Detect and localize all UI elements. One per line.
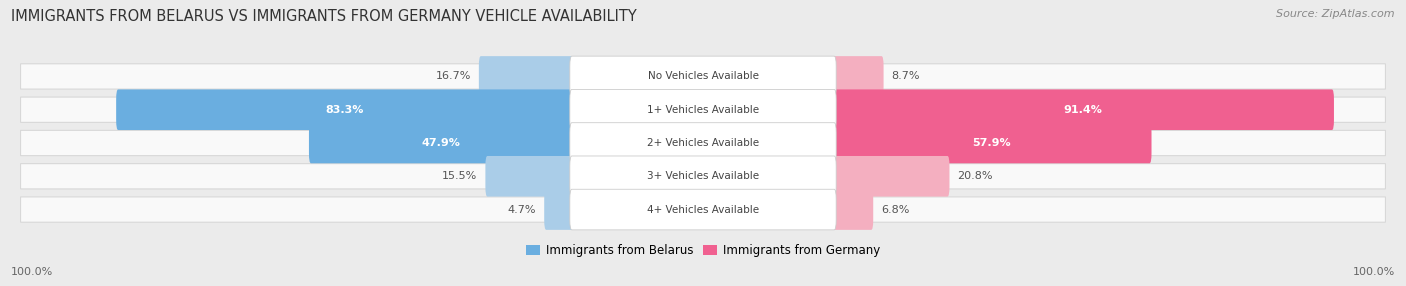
Text: 100.0%: 100.0% bbox=[1353, 267, 1395, 277]
FancyBboxPatch shape bbox=[569, 56, 837, 97]
Text: 4+ Vehicles Available: 4+ Vehicles Available bbox=[647, 204, 759, 214]
FancyBboxPatch shape bbox=[21, 64, 1385, 89]
Text: 100.0%: 100.0% bbox=[11, 267, 53, 277]
Text: 3+ Vehicles Available: 3+ Vehicles Available bbox=[647, 171, 759, 181]
Text: 57.9%: 57.9% bbox=[973, 138, 1011, 148]
FancyBboxPatch shape bbox=[21, 130, 1385, 156]
Text: 15.5%: 15.5% bbox=[443, 171, 478, 181]
Text: IMMIGRANTS FROM BELARUS VS IMMIGRANTS FROM GERMANY VEHICLE AVAILABILITY: IMMIGRANTS FROM BELARUS VS IMMIGRANTS FR… bbox=[11, 9, 637, 23]
FancyBboxPatch shape bbox=[569, 123, 837, 163]
Text: 1+ Vehicles Available: 1+ Vehicles Available bbox=[647, 105, 759, 115]
FancyBboxPatch shape bbox=[832, 156, 949, 196]
FancyBboxPatch shape bbox=[21, 164, 1385, 189]
FancyBboxPatch shape bbox=[569, 90, 837, 130]
FancyBboxPatch shape bbox=[485, 156, 574, 196]
FancyBboxPatch shape bbox=[832, 90, 1334, 130]
FancyBboxPatch shape bbox=[21, 197, 1385, 222]
FancyBboxPatch shape bbox=[21, 97, 1385, 122]
FancyBboxPatch shape bbox=[309, 123, 574, 163]
Text: 47.9%: 47.9% bbox=[422, 138, 461, 148]
Text: 91.4%: 91.4% bbox=[1064, 105, 1102, 115]
FancyBboxPatch shape bbox=[832, 123, 1152, 163]
FancyBboxPatch shape bbox=[544, 189, 574, 230]
Text: 16.7%: 16.7% bbox=[436, 72, 471, 82]
Text: 2+ Vehicles Available: 2+ Vehicles Available bbox=[647, 138, 759, 148]
FancyBboxPatch shape bbox=[569, 156, 837, 196]
Text: 8.7%: 8.7% bbox=[891, 72, 920, 82]
FancyBboxPatch shape bbox=[117, 90, 574, 130]
Text: No Vehicles Available: No Vehicles Available bbox=[648, 72, 758, 82]
FancyBboxPatch shape bbox=[832, 189, 873, 230]
Text: Source: ZipAtlas.com: Source: ZipAtlas.com bbox=[1277, 9, 1395, 19]
Text: 6.8%: 6.8% bbox=[882, 204, 910, 214]
FancyBboxPatch shape bbox=[569, 189, 837, 230]
Legend: Immigrants from Belarus, Immigrants from Germany: Immigrants from Belarus, Immigrants from… bbox=[522, 239, 884, 262]
Text: 4.7%: 4.7% bbox=[508, 204, 536, 214]
Text: 20.8%: 20.8% bbox=[957, 171, 993, 181]
FancyBboxPatch shape bbox=[832, 56, 883, 97]
Text: 83.3%: 83.3% bbox=[326, 105, 364, 115]
FancyBboxPatch shape bbox=[479, 56, 574, 97]
